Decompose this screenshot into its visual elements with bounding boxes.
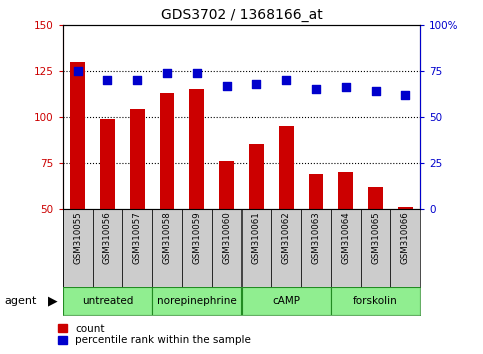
Point: [372, 88, 380, 94]
Point: [401, 92, 409, 98]
Bar: [309, 174, 324, 209]
Point: [312, 86, 320, 92]
Text: forskolin: forskolin: [353, 296, 398, 306]
Point: [223, 83, 230, 88]
Bar: [122, 209, 152, 287]
Text: GSM310063: GSM310063: [312, 211, 320, 264]
Bar: [249, 144, 264, 209]
Text: GSM310066: GSM310066: [401, 211, 410, 264]
Bar: [159, 93, 174, 209]
Bar: [130, 109, 145, 209]
Text: agent: agent: [5, 296, 37, 306]
Bar: [331, 209, 361, 287]
Text: ▶: ▶: [48, 295, 58, 307]
Bar: [100, 119, 115, 209]
Bar: [398, 207, 413, 209]
Text: cAMP: cAMP: [272, 296, 300, 306]
Text: norepinephrine: norepinephrine: [157, 296, 237, 306]
Text: untreated: untreated: [82, 296, 133, 306]
Text: GSM310059: GSM310059: [192, 211, 201, 264]
Bar: [271, 209, 301, 287]
Bar: [390, 209, 420, 287]
Bar: [219, 161, 234, 209]
Bar: [182, 209, 212, 287]
Point: [104, 77, 112, 83]
Point: [282, 77, 290, 83]
Bar: [361, 209, 390, 287]
Text: GSM310064: GSM310064: [341, 211, 350, 264]
Point: [253, 81, 260, 86]
Title: GDS3702 / 1368166_at: GDS3702 / 1368166_at: [161, 8, 322, 22]
Point: [74, 68, 82, 74]
Bar: [279, 126, 294, 209]
Bar: [63, 209, 93, 287]
Bar: [152, 209, 182, 287]
Text: GSM310057: GSM310057: [133, 211, 142, 264]
Point: [193, 70, 201, 75]
Bar: [242, 209, 271, 287]
Text: GSM310061: GSM310061: [252, 211, 261, 264]
Point: [133, 77, 141, 83]
Point: [163, 70, 171, 75]
Bar: [63, 287, 152, 315]
Text: GSM310055: GSM310055: [73, 211, 82, 264]
Text: GSM310065: GSM310065: [371, 211, 380, 264]
Bar: [212, 209, 242, 287]
Bar: [368, 187, 383, 209]
Bar: [93, 209, 122, 287]
Bar: [331, 287, 420, 315]
Text: GSM310060: GSM310060: [222, 211, 231, 264]
Legend: count, percentile rank within the sample: count, percentile rank within the sample: [58, 324, 251, 345]
Text: GSM310062: GSM310062: [282, 211, 291, 264]
Point: [342, 85, 350, 90]
Bar: [70, 62, 85, 209]
Bar: [152, 287, 242, 315]
Bar: [301, 209, 331, 287]
Bar: [338, 172, 353, 209]
Text: GSM310058: GSM310058: [163, 211, 171, 264]
Bar: [189, 89, 204, 209]
Bar: [242, 287, 331, 315]
Text: GSM310056: GSM310056: [103, 211, 112, 264]
